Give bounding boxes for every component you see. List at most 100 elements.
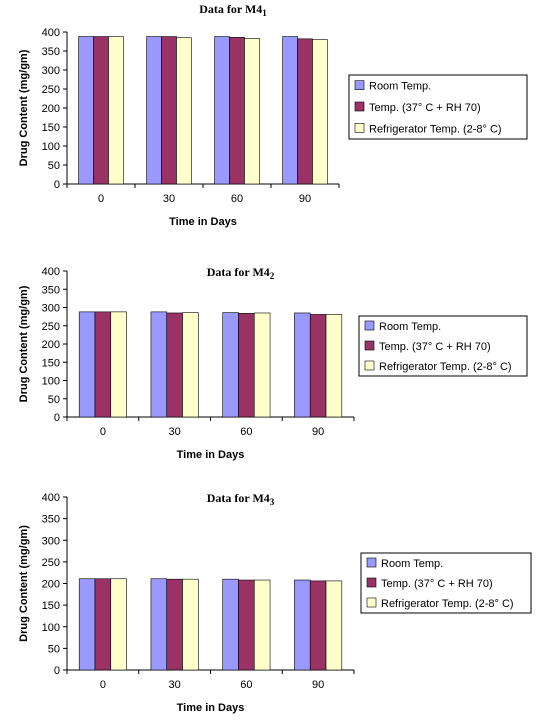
bar [238,313,255,418]
bar [182,312,199,418]
y-tick-label: 400 [42,27,60,39]
chart-svg: Data for M42 0 50 100 150 200 250 300 350 400 0 30 6… [18,265,528,461]
bar [229,37,245,185]
bar [309,580,327,671]
y-tick-label: 100 [42,141,60,153]
y-tick-label: 400 [42,266,60,278]
bar [222,578,239,671]
legend-box [358,315,528,377]
bar [325,314,343,418]
chart-title: Data for M41 [199,2,267,18]
y-tick-label: 0 [54,179,60,191]
bar [110,578,127,671]
y-tick-label: 350 [42,514,60,526]
legend-label: Room Temp. [381,558,443,570]
chart-title-subscript: 1 [262,8,267,18]
bar [297,38,313,185]
bar [110,311,127,418]
legend-box [348,74,528,140]
x-axis-label: Time in Days [177,449,245,461]
bar [78,36,94,185]
y-tick-label: 350 [42,284,60,296]
bar [93,36,109,185]
legend-swatch [354,101,365,112]
chart-title: Data for M43 [207,491,275,507]
legend-swatch [364,360,375,371]
y-tick-label: 150 [42,122,60,134]
legend-swatch [364,340,375,351]
bar [78,578,96,671]
x-tick-label: 90 [299,193,311,205]
y-tick-label: 200 [42,339,60,351]
x-tick-label: 60 [231,193,243,205]
bar [222,312,239,418]
bar [166,578,183,671]
x-axis-label: Time in Days [177,702,245,714]
bar [325,580,343,671]
bar [150,311,168,418]
y-tick-label: 150 [42,357,60,369]
y-tick-label: 300 [42,535,60,547]
bar [108,36,124,185]
bar [214,36,230,185]
legend-swatch [354,80,365,90]
y-tick-label: 200 [42,579,60,591]
legend-label: Room Temp. [369,81,431,93]
bar [94,311,112,418]
bar [294,312,311,418]
x-tick-label: 0 [98,193,104,205]
x-tick-label: 0 [100,426,106,438]
legend-box [360,552,532,614]
chart-svg: Data for M41 0 50 100 150 200 250 300 350 400 0 30 6… [18,2,528,228]
legend-swatch [354,123,365,133]
x-tick-label: 30 [169,426,181,438]
y-tick-label: 200 [42,103,60,115]
legend-label: Temp. (37° C + RH 70) [381,578,493,590]
bar [244,38,260,185]
legend-swatch [366,557,377,568]
bar [309,314,327,418]
bar [176,37,192,185]
bar [253,579,271,671]
y-tick-label: 0 [54,412,60,424]
x-tick-label: 60 [240,679,252,691]
bar [166,312,183,418]
chart-m4-3: Data for M43 0 50 100 150 200 250 300 350 400 0 30 6… [0,480,537,726]
y-tick-label: 250 [42,84,60,96]
y-axis-label: Drug Content (mg/gm) [18,285,30,402]
y-tick-label: 50 [48,643,60,655]
x-axis-label: Time in Days [169,216,237,228]
legend-label: Refrigerator Temp. (2-8° C) [369,123,502,135]
y-tick-label: 0 [54,665,60,677]
legend-label: Temp. (37° C + RH 70) [369,102,481,114]
bar [312,39,328,185]
y-tick-label: 100 [42,376,60,388]
x-tick-label: 30 [169,679,181,691]
legend-label: Room Temp. [379,321,441,333]
x-tick-label: 30 [163,193,175,205]
legend-swatch [366,597,377,608]
x-tick-label: 90 [312,426,324,438]
bar [253,312,271,418]
legend-label: Temp. (37° C + RH 70) [379,341,491,353]
bar [282,36,298,185]
legend-swatch [366,577,377,588]
bar [161,36,177,185]
y-axis-label: Drug Content (mg/gm) [18,525,30,642]
x-tick-label: 0 [100,679,106,691]
chart-title-subscript: 2 [270,271,275,281]
bar [294,579,311,671]
y-axis-label: Drug Content (mg/gm) [18,49,30,166]
x-tick-label: 60 [240,426,252,438]
bar [150,578,168,671]
chart-title-subscript: 3 [270,497,275,507]
y-tick-label: 300 [42,303,60,315]
y-tick-label: 300 [42,65,60,77]
legend-label: Refrigerator Temp. (2-8° C) [381,598,514,610]
y-tick-label: 150 [42,600,60,612]
chart-svg: Data for M43 0 50 100 150 200 250 300 350 400 0 30 6… [18,491,532,714]
bar [78,311,96,418]
y-tick-label: 50 [48,160,60,172]
legend-swatch [364,320,375,331]
y-tick-label: 400 [42,492,60,504]
